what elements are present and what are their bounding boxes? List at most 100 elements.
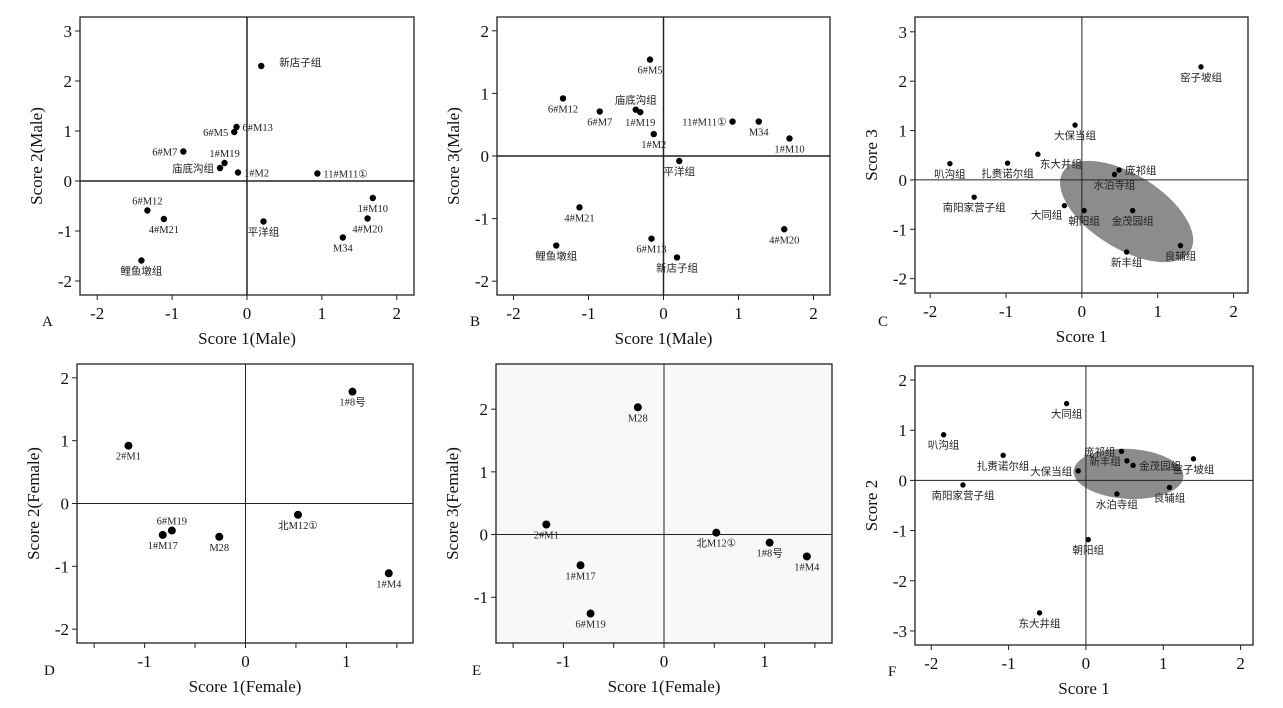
point-label: 1#M19 (625, 118, 655, 129)
point-label: 6#M13 (636, 245, 666, 256)
data-point (755, 118, 762, 125)
panel-letter: F (888, 664, 896, 680)
y-axis-label: Score 2(Female) (24, 447, 43, 560)
x-tick-label: -1 (1002, 654, 1016, 673)
y-tick-label: 2 (899, 371, 908, 390)
point-label: M28 (209, 543, 229, 554)
data-point (1061, 202, 1068, 209)
data-point (576, 204, 583, 211)
y-tick-label: 1 (480, 463, 489, 482)
data-point (1130, 462, 1136, 469)
point-label: 朝阳组 (1073, 544, 1105, 557)
data-point (765, 538, 774, 547)
y-tick-label: 2 (481, 22, 490, 41)
x-tick-label: 2 (809, 304, 818, 323)
point-label: 1#M4 (376, 579, 402, 590)
data-point (1004, 160, 1011, 166)
y-axis-label: Score 3(Female) (443, 447, 462, 560)
x-tick-label: -1 (581, 304, 595, 323)
point-label: 4#M20 (769, 235, 799, 246)
y-tick-label: -1 (474, 588, 488, 607)
y-tick-label: -2 (58, 272, 72, 291)
data-point (553, 242, 560, 249)
point-label: 庞祁组 (1125, 164, 1157, 177)
point-label: 南阳家营子组 (931, 489, 994, 502)
data-point (786, 135, 793, 142)
point-label: 6#M5 (203, 128, 228, 139)
x-tick-label: 2 (1229, 302, 1238, 321)
data-point (348, 387, 357, 396)
data-point (339, 234, 347, 241)
point-label: 4#M21 (564, 213, 594, 224)
x-axis-label: Score 1 (1058, 679, 1109, 698)
point-label: 良辅组 (1165, 250, 1197, 263)
point-label: 6#M7 (587, 118, 612, 129)
data-point (1111, 171, 1118, 178)
data-point (1035, 151, 1041, 157)
data-point (1081, 207, 1087, 214)
data-point (633, 403, 642, 412)
point-label: 窑子坡组 (1172, 463, 1214, 476)
data-point (1075, 468, 1081, 474)
point-label: 1#M10 (358, 204, 388, 215)
point-label: 1#M19 (209, 149, 239, 160)
point-label: 新店子组 (656, 261, 698, 274)
y-tick-label: 3 (64, 22, 73, 41)
data-point (260, 218, 267, 225)
y-tick-label: 1 (61, 432, 70, 451)
data-point (233, 123, 240, 131)
panel-letter: E (472, 663, 481, 679)
point-label: M28 (628, 413, 648, 424)
data-point (1072, 122, 1078, 128)
point-label: 6#M7 (152, 148, 177, 159)
x-tick-label: 1 (342, 652, 351, 671)
data-point (1085, 536, 1091, 543)
data-point (676, 157, 683, 165)
panel-D: -1 0 1 -2 -1 0 1 2 Score 1(Female) Score 2(Female… (24, 363, 414, 696)
data-point (1000, 452, 1006, 459)
point-label: 大同组 (1051, 408, 1083, 421)
data-point (712, 528, 721, 537)
y-tick-label: 0 (481, 147, 490, 166)
point-label: 叭沟组 (928, 439, 960, 452)
x-tick-label: 1 (1153, 302, 1162, 321)
x-axis-label: Score 1(Male) (615, 329, 713, 348)
point-label: 朝阳组 (1068, 215, 1100, 228)
data-point (637, 108, 644, 116)
panel-B: -2 -1 0 1 2 -2 -1 0 1 2 Score 1(Male) Score 3(Male)… (444, 16, 831, 348)
y-tick-label: 1 (481, 84, 490, 103)
cluster-ellipse (1073, 448, 1184, 500)
point-label: 扎赉诺尔组 (977, 459, 1030, 472)
panel-letter: A (42, 314, 53, 330)
data-point (180, 148, 187, 155)
y-tick-label: 2 (480, 400, 489, 419)
point-label: 庙底沟组 (172, 162, 214, 175)
x-tick-label: 1 (734, 304, 743, 323)
y-tick-label: 2 (64, 72, 73, 91)
y-tick-label: 0 (480, 526, 489, 545)
point-label: 6#M12 (132, 197, 162, 208)
point-label: 庞祁组 (1084, 445, 1116, 458)
x-axis-label: Score 1(Female) (608, 677, 721, 696)
y-tick-label: -3 (893, 622, 907, 641)
data-point (1190, 456, 1197, 462)
point-label: 11#M11① (323, 170, 367, 181)
data-point (1177, 242, 1184, 249)
x-tick-label: -1 (556, 652, 570, 671)
y-tick-label: -1 (475, 210, 489, 229)
point-label: 平洋组 (664, 165, 696, 178)
point-label: 新丰组 (1111, 256, 1143, 269)
y-tick-label: 3 (899, 23, 908, 42)
cluster-ellipse (1060, 160, 1194, 263)
point-label: 6#M19 (575, 620, 605, 631)
data-point (167, 526, 176, 535)
x-axis-label: Score 1(Male) (198, 329, 296, 348)
point-label: 新店子组 (279, 56, 321, 69)
point-label: 1#8号 (339, 397, 365, 409)
point-label: 大保当组 (1054, 129, 1096, 142)
point-label: 6#M5 (637, 66, 662, 77)
data-point (1124, 458, 1130, 464)
y-axis-label: Score 2 (862, 480, 881, 531)
y-tick-label: 0 (899, 171, 908, 190)
x-tick-label: -1 (138, 652, 152, 671)
